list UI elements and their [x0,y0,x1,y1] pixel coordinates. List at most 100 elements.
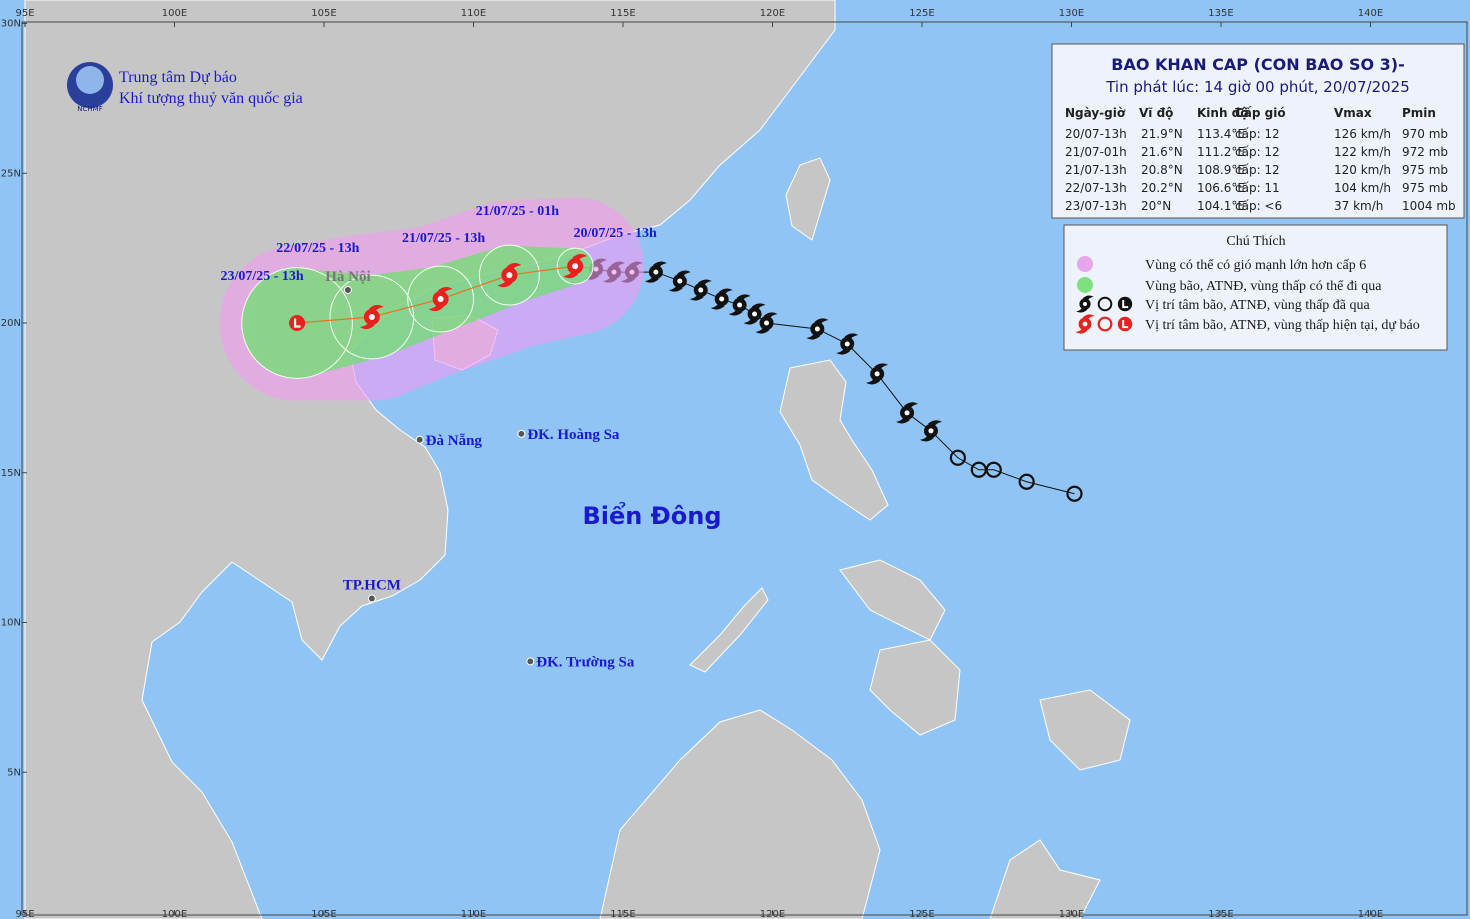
lat-label: 15N [1,468,21,479]
lon-label: 95E [15,909,34,919]
place-name: TP.HCM [343,578,401,594]
table-cell: 120 km/h [1334,163,1391,177]
table-cell: 1004 mb [1402,199,1456,213]
lon-label: 140E [1358,909,1383,919]
wind-circle [407,265,474,333]
lon-label: 120E [760,909,785,919]
place-name: ĐK. Hoàng Sa [527,427,620,443]
table-cell: 23/07-13h [1065,199,1127,213]
wind-circle [329,274,415,360]
place-name: ĐK. Trường Sa [536,654,635,670]
table-cell: 21/07-13h [1065,163,1127,177]
table-cell: 975 mb [1402,163,1448,177]
legend-title: Chú Thích [1226,234,1285,249]
legend-item: Vùng bão, ATNĐ, vùng thấp có thể đi qua [1145,279,1382,294]
table-cell: cấp: <6 [1235,199,1282,213]
table-cell: 22/07-13h [1065,181,1127,195]
storm-area [241,245,594,379]
lon-label: 105E [311,909,336,919]
lat-label: 20N [1,318,21,329]
lon-label: 110E [461,909,486,919]
forecast-time-label: 23/07/25 - 13h [220,269,303,284]
lat-label: 25N [1,168,21,179]
lon-label: 120E [760,8,785,19]
table-cell: 106.6°E [1197,181,1245,195]
storm-zone-link [429,246,520,331]
table-cell: cấp: 12 [1235,163,1280,177]
lon-label: 135E [1208,8,1233,19]
table-cell: 104.1°E [1197,199,1245,213]
forecast-time-label: 20/07/25 - 13h [574,226,657,241]
table-cell: 20.2°N [1141,181,1183,195]
table-header: Pmin [1402,106,1436,120]
place-name: Đà Nẵng [426,433,483,449]
places: Hà Nội Đà Nẵng ĐK. Hoàng Sa TP.HCM ĐK. Trườn… [325,269,635,670]
sea-label: Biển Đông [582,500,721,530]
table-cell: 970 mb [1402,127,1448,141]
lon-label: 105E [311,8,336,19]
lon-label: 125E [909,8,934,19]
place-dot [343,286,352,295]
table-header: Kinh độ [1197,106,1249,120]
legend-icon [1116,315,1134,333]
org-name: Trung tâm Dự báo [119,69,237,86]
lon-label: 100E [162,909,187,919]
graticule: 95E 95E 100E 100E 105E 105E 110E 110E 115E 115E 12… [1,8,1383,919]
lon-label: 125E [909,909,934,919]
table-cell: cấp: 11 [1235,181,1280,195]
storm-zone-link [361,267,449,358]
legend-icon [1077,277,1093,293]
table-header: Vĩ độ [1139,106,1173,120]
table-header: Ngày-giờ [1065,106,1126,120]
table-cell: 21.9°N [1141,127,1183,141]
forecast-time-label: 21/07/25 - 13h [402,231,485,246]
forecast-time-label: 21/07/25 - 01h [476,204,559,219]
storm-zone-link [292,267,376,379]
wind-circle [556,247,594,285]
legend-item: Vị trí tâm bão, ATNĐ, vùng thấp đã qua [1145,298,1371,313]
legend-icon [1077,256,1093,272]
map-frame [21,21,1468,916]
lon-label: 110E [461,8,486,19]
table-cell: 21/07-01h [1065,145,1127,159]
table-cell: 21.6°N [1141,145,1183,159]
table-cell: 975 mb [1402,181,1448,195]
table-cell: 37 km/h [1334,199,1383,213]
table-cell: 20°N [1141,199,1171,213]
legend-item: Vùng có thể có gió mạnh lớn hơn cấp 6 [1145,258,1366,273]
forecast-position [287,313,307,333]
table-cell: cấp: 12 [1235,127,1280,141]
lat-label: 10N [1,618,21,629]
table-cell: 113.4°E [1197,127,1245,141]
table-cell: cấp: 12 [1235,145,1280,159]
forecast-time-label: 22/07/25 - 13h [276,241,359,256]
legend-item: Vị trí tâm bão, ATNĐ, vùng thấp hiện tại… [1145,318,1420,333]
place-dot [517,429,526,438]
lon-label: 130E [1059,8,1084,19]
logo-text: NCHMF [77,105,102,113]
table-header: Vmax [1334,106,1372,120]
table-header: Cấp gió [1235,106,1286,120]
table-cell: 111.2°E [1197,145,1245,159]
table-cell: 122 km/h [1334,145,1391,159]
lon-label: 115E [610,8,635,19]
storm-zone-link [505,245,578,305]
lat-label: 5N [7,767,21,778]
lon-label: 115E [610,909,635,919]
lon-label: 130E [1059,909,1084,919]
place-name: Hà Nội [325,269,370,285]
place-dot [526,657,535,666]
logo: NCHMF [67,62,113,113]
place-dot [367,594,376,603]
lon-label: 100E [162,8,187,19]
lat-label: 30N [1,19,21,30]
table-cell: 104 km/h [1334,181,1391,195]
table-cell: 20/07-13h [1065,127,1127,141]
forecast-layer: 20/07/25 - 13h 21/07/25 - 01h 21/07/25 - 1… [220,204,657,379]
legend-icon [1116,295,1134,313]
wind-circle [241,267,353,379]
lon-label: 135E [1208,909,1233,919]
table-cell: 108.9°E [1197,163,1245,177]
wind-circle [478,244,540,306]
